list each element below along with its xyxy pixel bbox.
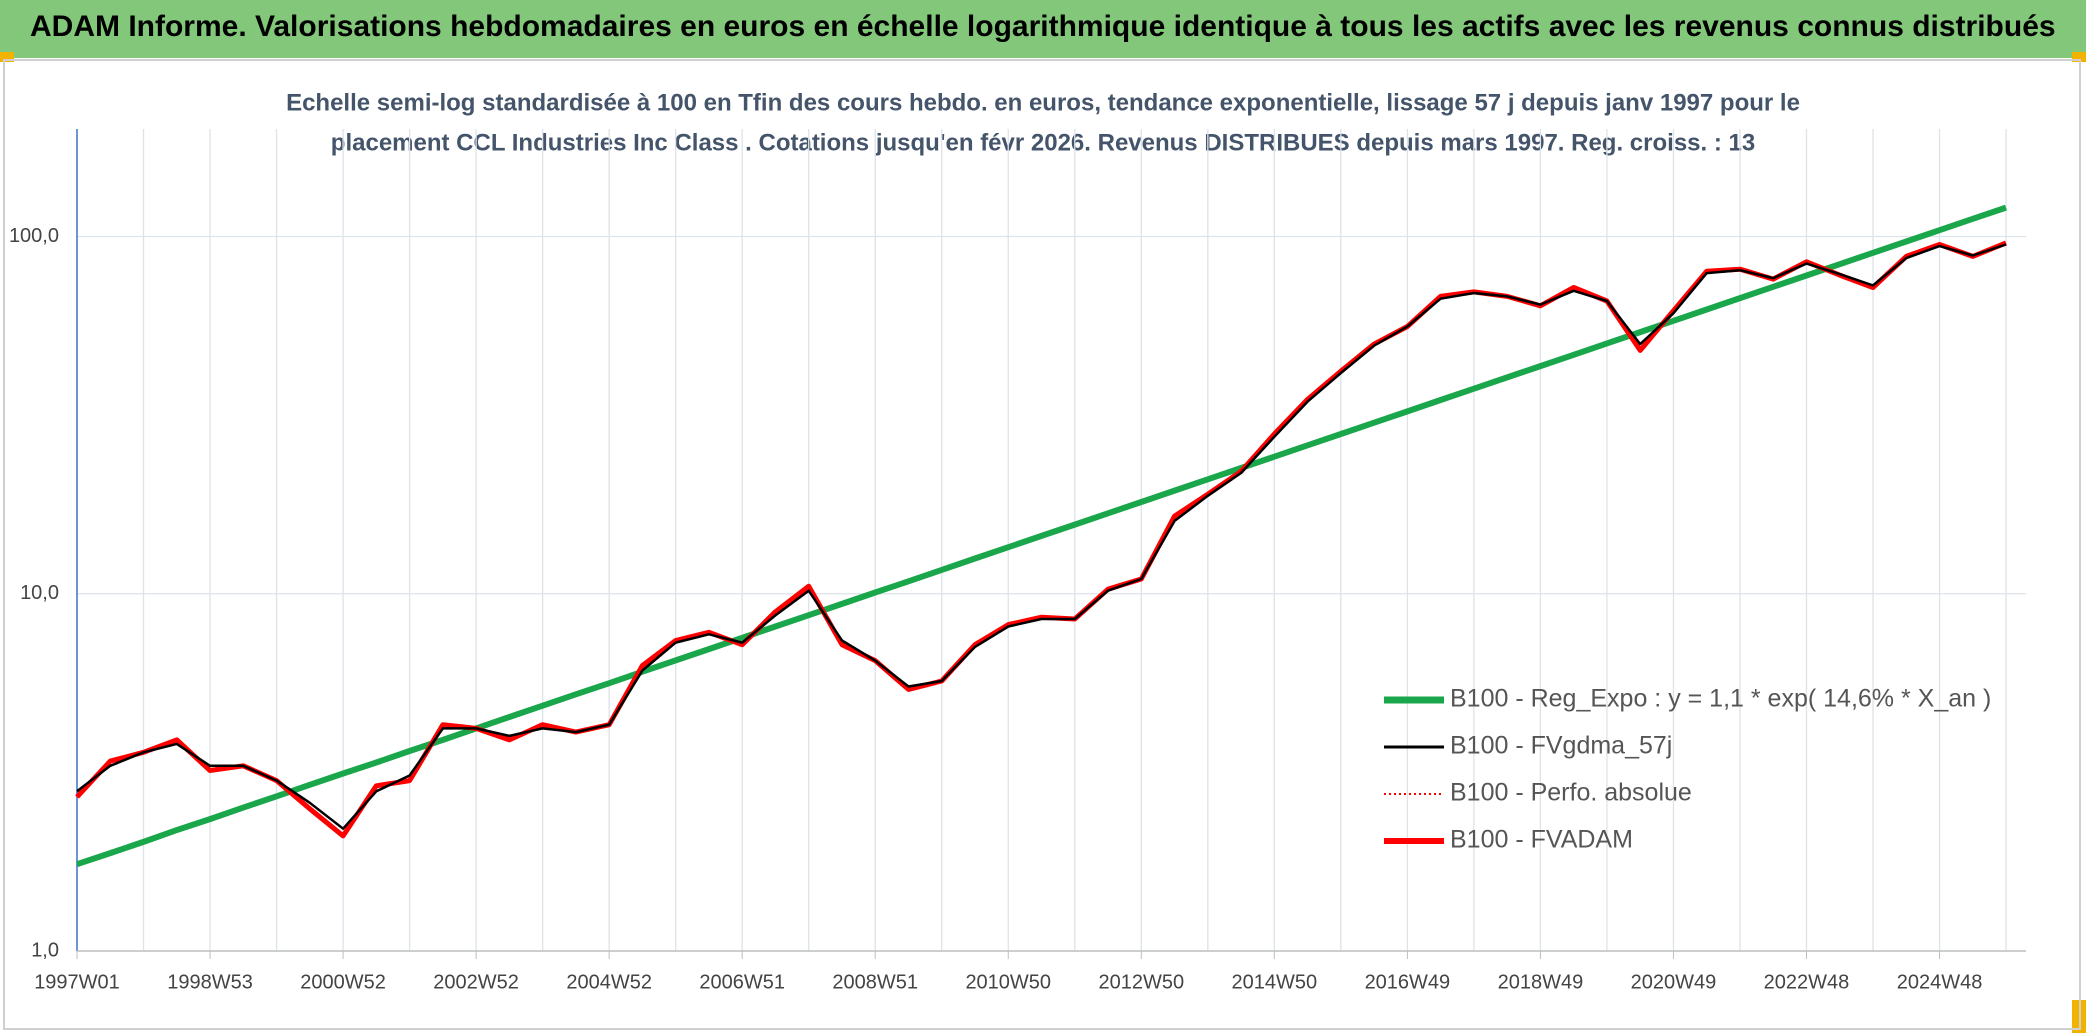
y-tick-label: 10,0 — [20, 582, 59, 604]
x-tick-label: 2022W48 — [1764, 971, 1850, 993]
series-line — [76, 204, 2007, 868]
series-line — [76, 243, 2007, 830]
y-tick-label: 1,0 — [31, 939, 59, 961]
legend-label: B100 - FVgdma_57j — [1450, 732, 1672, 760]
chart-subtitle: placement CCL Industries Inc Class . Cot… — [331, 129, 1755, 156]
x-tick-label: 2006W51 — [699, 971, 785, 993]
grid: 1,0 10,0 100,0 1997W01 1998W53 2000W52 2002W52… — [9, 129, 2026, 993]
series-line — [75, 240, 2007, 839]
legend-label: B100 - Perfo. absolue — [1450, 779, 1692, 807]
chart-border — [3, 59, 2081, 1030]
x-tick-label: 2010W50 — [965, 971, 1051, 993]
x-tick-label: 2000W52 — [300, 971, 386, 993]
x-tick-label: 2004W52 — [566, 971, 652, 993]
header-bar — [0, 0, 2086, 58]
x-tick-label: 2008W51 — [832, 971, 918, 993]
y-tick-label: 100,0 — [9, 225, 59, 247]
x-tick-label: 2020W49 — [1631, 971, 1717, 993]
legend-label: B100 - FVADAM — [1450, 826, 1633, 854]
x-tick-label: 2014W50 — [1232, 971, 1318, 993]
x-tick-label: 2002W52 — [433, 971, 519, 993]
plot-lines — [75, 204, 2007, 868]
legend-label: B100 - Reg_Expo : y = 1,1 * exp( 14,6% *… — [1450, 685, 1991, 713]
x-tick-label: 1998W53 — [167, 971, 253, 993]
corner-mark — [0, 52, 14, 62]
corner-mark — [2072, 52, 2086, 62]
series-line — [76, 241, 2007, 837]
x-tick-label: 2016W49 — [1365, 971, 1451, 993]
chart-subtitle: Echelle semi-log standardisée à 100 en T… — [286, 89, 1800, 116]
x-tick-label: 2012W50 — [1098, 971, 1184, 993]
x-tick-label: 1997W01 — [34, 971, 120, 993]
chart-title: ADAM Informe. Valorisations hebdomadaire… — [30, 10, 2056, 43]
x-tick-label: 2018W49 — [1498, 971, 1584, 993]
x-tick-label: 2024W48 — [1897, 971, 1983, 993]
legend: B100 - Reg_Expo : y = 1,1 * exp( 14,6% *… — [1384, 685, 1991, 854]
